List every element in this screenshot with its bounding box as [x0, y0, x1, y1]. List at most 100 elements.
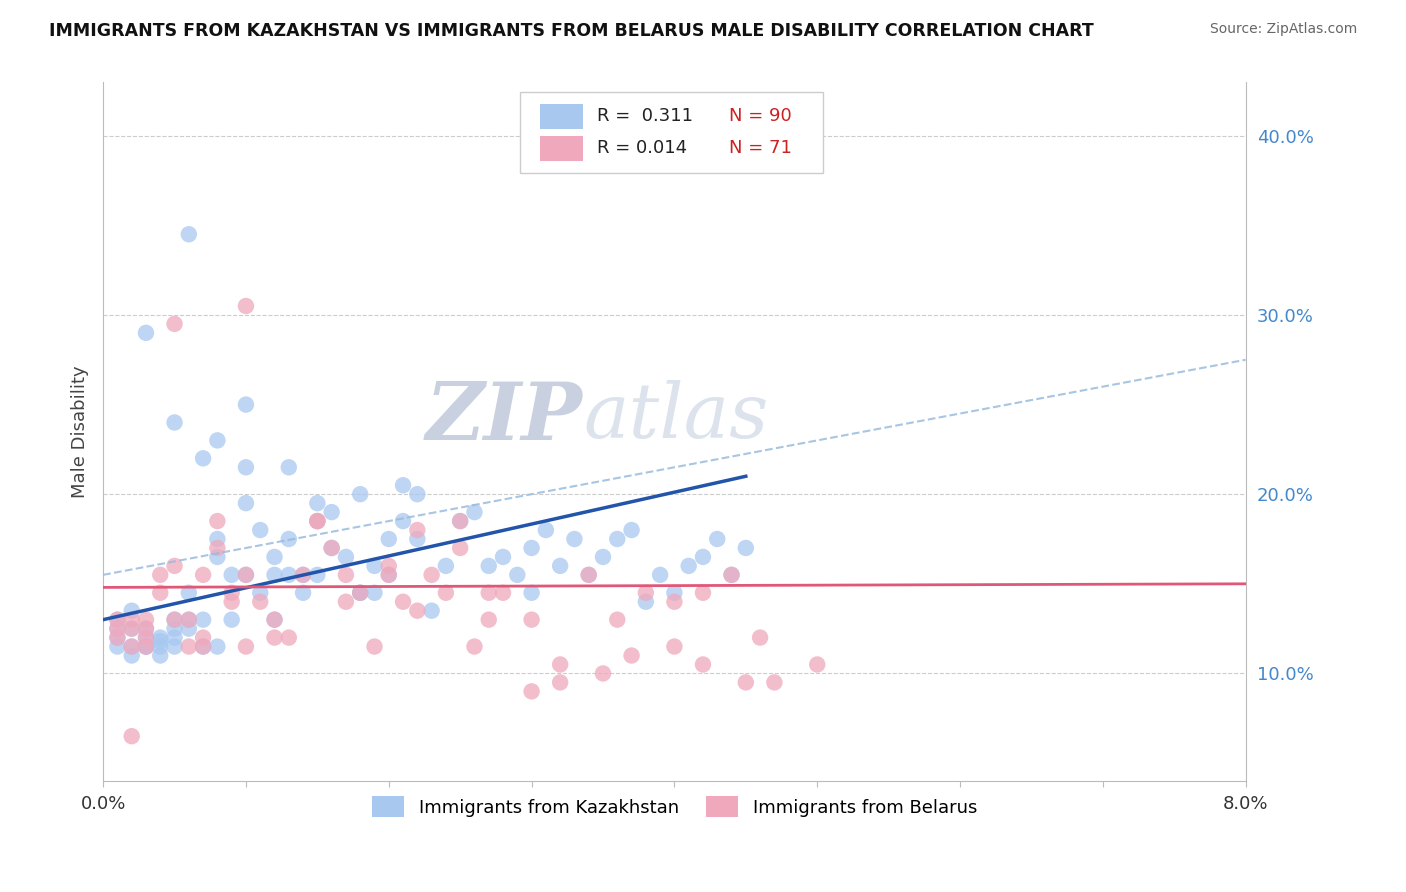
Point: [548, 657, 571, 672]
Point: [321, 541, 343, 555]
Point: [249, 523, 271, 537]
Point: [249, 586, 271, 600]
Text: atlas: atlas: [583, 381, 768, 454]
Point: [277, 460, 299, 475]
Point: [634, 586, 657, 600]
Point: [163, 613, 186, 627]
Point: [420, 567, 443, 582]
FancyBboxPatch shape: [520, 93, 823, 173]
Point: [520, 684, 543, 698]
Point: [107, 622, 129, 636]
Point: [149, 586, 172, 600]
Point: [235, 496, 257, 510]
Point: [235, 567, 257, 582]
Point: [177, 227, 200, 242]
Text: IMMIGRANTS FROM KAZAKHSTAN VS IMMIGRANTS FROM BELARUS MALE DISABILITY CORRELATIO: IMMIGRANTS FROM KAZAKHSTAN VS IMMIGRANTS…: [49, 22, 1094, 40]
Point: [221, 586, 243, 600]
Point: [107, 613, 129, 627]
Point: [207, 541, 229, 555]
Point: [392, 595, 415, 609]
Point: [177, 613, 200, 627]
Point: [263, 567, 285, 582]
Point: [277, 532, 299, 546]
Point: [606, 613, 628, 627]
Point: [135, 631, 157, 645]
Point: [135, 631, 157, 645]
Point: [763, 675, 786, 690]
Point: [135, 640, 157, 654]
Point: [107, 622, 129, 636]
Point: [207, 640, 229, 654]
Point: [207, 532, 229, 546]
Point: [163, 622, 186, 636]
Point: [121, 613, 143, 627]
Point: [548, 675, 571, 690]
Point: [406, 523, 429, 537]
Point: [734, 675, 756, 690]
Point: [506, 567, 529, 582]
Point: [335, 549, 357, 564]
Point: [520, 586, 543, 600]
Point: [263, 613, 285, 627]
Point: [235, 640, 257, 654]
Point: [292, 586, 315, 600]
Point: [378, 532, 401, 546]
Point: [592, 666, 614, 681]
Point: [406, 604, 429, 618]
Point: [520, 541, 543, 555]
Point: [806, 657, 828, 672]
Point: [634, 595, 657, 609]
Point: [706, 532, 728, 546]
Point: [177, 640, 200, 654]
Point: [277, 631, 299, 645]
Point: [121, 622, 143, 636]
Point: [292, 567, 315, 582]
Point: [478, 586, 501, 600]
Point: [135, 622, 157, 636]
Point: [221, 595, 243, 609]
Point: [463, 640, 485, 654]
Point: [149, 634, 172, 648]
Point: [363, 640, 385, 654]
Point: [349, 586, 371, 600]
Text: ZIP: ZIP: [426, 379, 583, 456]
Point: [163, 640, 186, 654]
Point: [235, 398, 257, 412]
Point: [177, 586, 200, 600]
Point: [177, 622, 200, 636]
Point: [664, 586, 686, 600]
Point: [149, 567, 172, 582]
Point: [149, 640, 172, 654]
Point: [434, 586, 457, 600]
Point: [692, 549, 714, 564]
Point: [564, 532, 586, 546]
Point: [321, 541, 343, 555]
Point: [221, 567, 243, 582]
Point: [163, 613, 186, 627]
Point: [307, 567, 329, 582]
Point: [620, 648, 643, 663]
Point: [534, 523, 557, 537]
Point: [720, 567, 742, 582]
Point: [378, 567, 401, 582]
Point: [749, 631, 772, 645]
Point: [121, 622, 143, 636]
Point: [207, 514, 229, 528]
Point: [191, 640, 214, 654]
Point: [664, 595, 686, 609]
Point: [135, 326, 157, 340]
Point: [520, 613, 543, 627]
Point: [191, 451, 214, 466]
Point: [107, 631, 129, 645]
Point: [135, 613, 157, 627]
Point: [392, 478, 415, 492]
Text: R = 0.014: R = 0.014: [596, 139, 688, 157]
Point: [191, 640, 214, 654]
Point: [449, 541, 471, 555]
Point: [349, 487, 371, 501]
Point: [650, 567, 672, 582]
Point: [163, 317, 186, 331]
Point: [392, 514, 415, 528]
Point: [449, 514, 471, 528]
Point: [149, 631, 172, 645]
